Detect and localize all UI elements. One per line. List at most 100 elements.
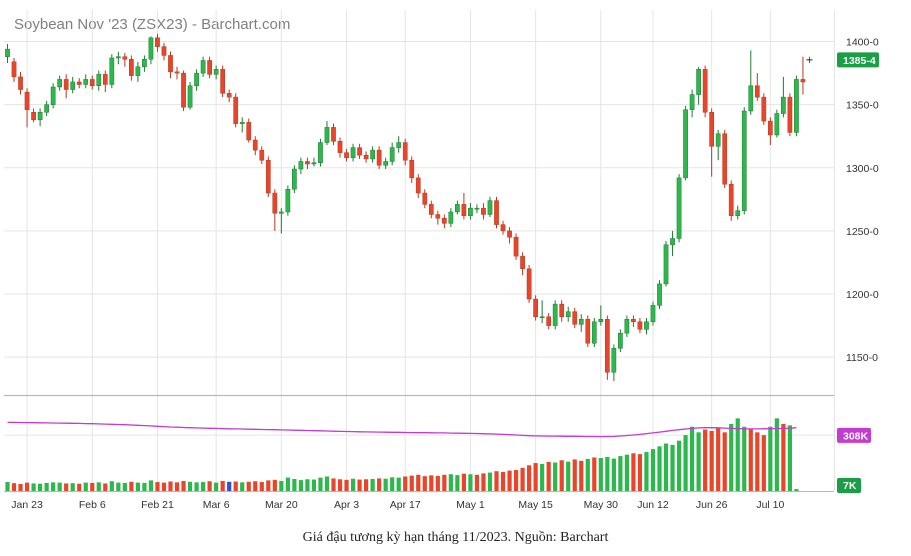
candle [161, 42, 167, 61]
volume-bar [422, 476, 427, 491]
candle-body [611, 348, 617, 373]
date-tick-label: Feb 21 [141, 499, 174, 511]
candle-body [396, 142, 402, 148]
candle [591, 318, 597, 348]
volume-bar [51, 482, 56, 491]
candle-body [709, 111, 715, 147]
candle-body [715, 133, 721, 147]
candle [767, 117, 773, 146]
open-interest-series [7, 421, 797, 438]
candle-body [598, 319, 604, 323]
candle-body [767, 120, 773, 136]
candle [37, 108, 43, 127]
volume-bar [311, 479, 317, 491]
date-tick-label: Jun 12 [637, 499, 669, 511]
volume-bar [448, 474, 453, 491]
volume-bar [155, 482, 160, 491]
volume-bar [64, 483, 69, 491]
volume-bar [703, 429, 708, 491]
candle-body [161, 46, 167, 56]
volume-bar [546, 461, 551, 491]
candle-body [644, 321, 649, 330]
candle-body [670, 238, 675, 246]
volume-bar [468, 474, 473, 491]
candle [246, 118, 252, 143]
volume-bars [5, 418, 799, 491]
candle-body [402, 142, 408, 161]
open-interest-line [7, 421, 797, 438]
candle-body [539, 316, 545, 318]
candle-body [565, 311, 571, 317]
candle [298, 157, 304, 175]
candle [233, 93, 239, 128]
volume-bar [690, 426, 695, 491]
candle [683, 105, 688, 181]
date-tick-label: May 30 [584, 499, 619, 511]
candle [252, 136, 258, 156]
candle [402, 138, 408, 166]
candle [285, 185, 291, 216]
open-interest-badge: 308K [837, 427, 871, 443]
candle [305, 157, 310, 170]
candle [709, 108, 715, 177]
candle-body [155, 37, 160, 47]
candle [155, 33, 160, 52]
volume-badge-bg [837, 478, 861, 493]
candle [761, 93, 767, 125]
candle [389, 142, 395, 166]
candle [618, 329, 623, 353]
volume-bar [187, 481, 193, 491]
candle [461, 193, 467, 220]
volume-bar [755, 432, 760, 491]
volume-bar [90, 482, 95, 491]
candle [559, 300, 565, 322]
volume-bar [272, 479, 277, 491]
volume-bar [364, 479, 369, 491]
candle [565, 306, 571, 322]
candle-body [513, 236, 519, 257]
volume-bar [344, 479, 349, 491]
candle-body [735, 210, 741, 217]
price-tick-label: 1300-0 [846, 163, 879, 175]
candle-body [96, 74, 102, 86]
candle [135, 61, 141, 82]
candle-body [422, 192, 428, 205]
candle-body [207, 60, 212, 75]
candle-body [344, 152, 349, 158]
volume-bar [305, 479, 310, 491]
candle-body [728, 183, 734, 217]
candle [122, 52, 128, 67]
volume-bar [474, 474, 480, 491]
volume-bar [77, 483, 82, 491]
candle [546, 312, 552, 330]
candle [435, 210, 441, 225]
candle [181, 70, 186, 111]
candle-body [585, 319, 591, 344]
candle [715, 129, 721, 161]
candle [324, 121, 330, 146]
date-tick-label: Jun 26 [696, 499, 728, 511]
candle-body [272, 192, 278, 214]
volume-bar [259, 482, 264, 491]
volume-bar [716, 428, 721, 491]
candle-body [200, 60, 206, 74]
candle [441, 214, 447, 229]
volume-bar [96, 482, 101, 491]
grid [4, 10, 834, 491]
volume-bar [487, 472, 493, 491]
candle [481, 203, 486, 220]
candle [644, 318, 649, 335]
candle [129, 55, 134, 81]
candle-body [618, 332, 623, 349]
candle-body [370, 149, 375, 160]
candle [344, 148, 349, 162]
candle [422, 189, 428, 209]
candle-body [246, 122, 252, 141]
candle-body [115, 56, 121, 59]
last-price-badge-bg [837, 52, 879, 68]
candle [552, 300, 558, 330]
candle-body [331, 127, 336, 142]
volume-bar [774, 418, 779, 491]
candle-body [624, 319, 630, 334]
volume-bar [572, 459, 577, 491]
